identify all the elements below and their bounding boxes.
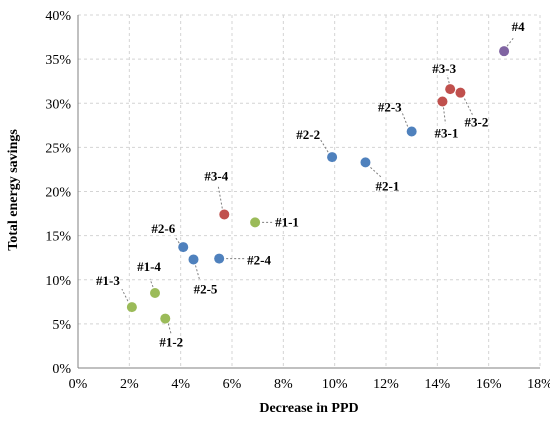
point-label-2-5: #2-5 — [194, 281, 218, 296]
y-tick-label: 15% — [45, 230, 71, 245]
leader-line-3-1 — [442, 107, 446, 124]
data-point-2-6 — [178, 242, 189, 253]
label-leader-lines — [121, 36, 515, 335]
point-labels: #1-1 #1-2 #1-3 #1-4 #2-1 #2-2 #2-3 #2-4 #2-5 #2-6… — [96, 19, 525, 349]
x-tick-label: 14% — [424, 377, 450, 392]
point-label-3-1: #3-1 — [435, 125, 459, 140]
point-label-3-2: #3-2 — [465, 115, 489, 130]
data-point-2-3 — [406, 126, 417, 137]
x-tick-label: 2% — [120, 377, 139, 392]
point-label-3-4: #3-4 — [204, 168, 228, 183]
data-point-3-1 — [437, 96, 448, 107]
leader-line-2-3 — [401, 111, 409, 127]
x-axis-title: Decrease in PPD — [259, 401, 358, 416]
y-tick-label: 30% — [45, 97, 71, 112]
leader-line-2-5 — [195, 265, 200, 280]
y-tick-label: 0% — [52, 362, 71, 377]
x-tick-labels: 0% 2% 4% 6% 8% 10% 12% 14% 16% 18% — [69, 377, 550, 392]
point-label-1-1: #1-1 — [275, 214, 299, 229]
data-point-3-4 — [219, 209, 230, 220]
data-points — [126, 46, 510, 324]
axes — [77, 15, 540, 369]
data-point-3-3 — [445, 84, 456, 95]
y-tick-label: 40% — [45, 9, 71, 24]
point-label-2-6: #2-6 — [151, 221, 175, 236]
leader-line-1-2 — [167, 323, 172, 335]
y-tick-label: 5% — [52, 318, 71, 333]
x-tick-label: 8% — [274, 377, 293, 392]
point-label-1-3: #1-3 — [96, 273, 120, 288]
data-point-3-2 — [455, 87, 466, 98]
data-point-1-4 — [150, 287, 160, 298]
x-tick-label: 4% — [171, 377, 190, 392]
point-label-2-3: #2-3 — [378, 99, 402, 114]
data-point-1-3 — [126, 302, 137, 313]
leader-line-3-4 — [217, 186, 223, 209]
data-point-4 — [499, 46, 510, 57]
point-label-3-3: #3-3 — [432, 61, 456, 76]
x-tick-label: 0% — [69, 377, 88, 392]
leader-line-2-2 — [319, 138, 329, 153]
point-label-1-2: #1-2 — [159, 335, 183, 350]
data-point-2-2 — [327, 152, 338, 163]
point-label-2-4: #2-4 — [247, 253, 271, 268]
y-tick-label: 25% — [45, 141, 71, 156]
leader-line-1-4 — [149, 278, 154, 288]
y-tick-label: 10% — [45, 274, 71, 289]
data-point-2-4 — [214, 253, 225, 264]
x-tick-label: 10% — [322, 377, 348, 392]
leader-line-1-3 — [121, 288, 129, 302]
data-point-2-5 — [188, 254, 199, 265]
point-label-1-4: #1-4 — [137, 259, 161, 274]
point-label-2-1: #2-1 — [376, 178, 400, 193]
data-point-1-2 — [160, 313, 171, 324]
data-point-1-1 — [250, 217, 261, 228]
y-axis-title: Total energy savings — [6, 129, 21, 251]
y-tick-labels: 0% 5% 10% 15% 20% 25% 30% 35% 40% — [45, 9, 71, 377]
x-tick-label: 16% — [476, 377, 502, 392]
leader-line-2-1 — [370, 167, 382, 178]
point-label-2-2: #2-2 — [296, 127, 320, 142]
y-tick-label: 35% — [45, 53, 71, 68]
x-tick-label: 6% — [223, 377, 242, 392]
x-tick-label: 12% — [373, 377, 399, 392]
leader-line-2-6 — [174, 236, 180, 244]
leader-line-3-3 — [446, 75, 450, 84]
point-label-4: #4 — [512, 19, 526, 34]
grid — [78, 14, 541, 368]
leader-line-4 — [506, 36, 515, 47]
data-point-2-1 — [360, 157, 371, 168]
x-tick-label: 18% — [527, 377, 550, 392]
leader-line-3-2 — [463, 98, 473, 115]
y-tick-label: 20% — [45, 186, 71, 201]
